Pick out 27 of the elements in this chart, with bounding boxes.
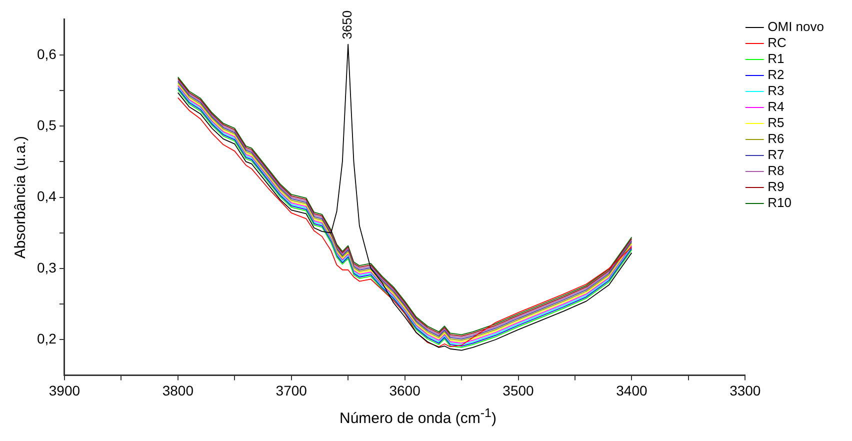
- legend-label: R9: [768, 179, 784, 194]
- y-tick-label: 0,5: [36, 117, 57, 133]
- x-tick-label: 3300: [730, 382, 761, 398]
- legend-label: R6: [768, 131, 784, 146]
- x-tick-label: 3700: [276, 382, 308, 398]
- x-tick-label: 3500: [502, 382, 534, 398]
- legend-label: R1: [768, 51, 784, 66]
- y-tick-label: 0,4: [36, 188, 57, 204]
- y-tick-label: 0,2: [36, 330, 57, 346]
- x-tick-label: 3800: [162, 382, 194, 398]
- y-tick-label: 0,6: [36, 46, 57, 62]
- y-tick-label: 0,3: [36, 259, 57, 276]
- legend-label: R4: [768, 99, 784, 114]
- legend-label: R3: [768, 83, 784, 98]
- x-tick-label: 3900: [48, 382, 80, 398]
- annotation: 3650: [340, 10, 355, 40]
- x-tick-label: 3400: [616, 382, 648, 398]
- legend-label: RC: [768, 35, 786, 50]
- legend-label: R7: [768, 147, 784, 162]
- legend-label: R5: [768, 115, 784, 130]
- y-axis-title: Absorbância (u.a.): [12, 136, 30, 259]
- legend-label: R2: [768, 67, 784, 82]
- x-tick-label: 3600: [389, 382, 421, 398]
- legend-label: R8: [768, 163, 784, 178]
- legend-label: OMI novo: [768, 19, 824, 34]
- x-axis-title: Número de onda (cm$^{-1}$): [339, 406, 497, 427]
- legend-label: R10: [768, 195, 792, 210]
